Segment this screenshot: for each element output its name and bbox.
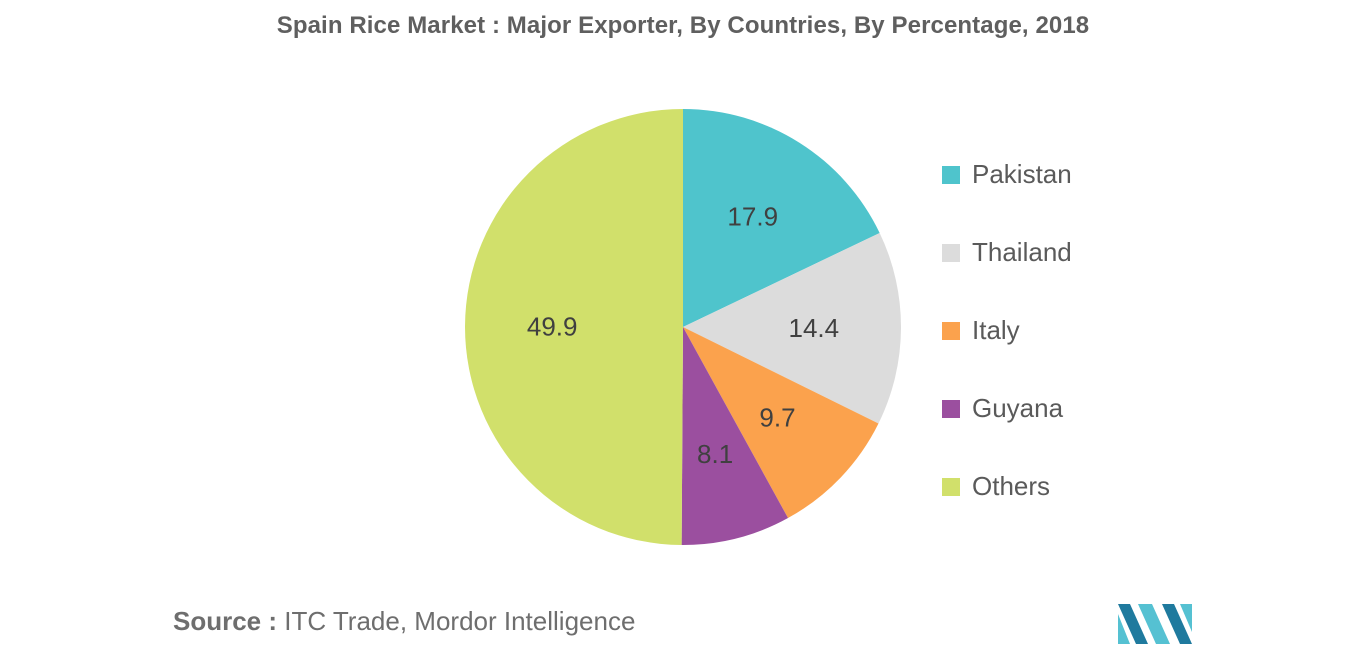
legend-label-pakistan: Pakistan bbox=[972, 159, 1072, 189]
pie-slice-guyana bbox=[681, 327, 789, 545]
pie-data-labels: 17.9 14.4 9.7 8.1 49.9 bbox=[527, 201, 839, 468]
logo-shape-left bbox=[1118, 604, 1148, 644]
legend-item-pakistan: Pakistan bbox=[942, 155, 1072, 194]
legend-item-italy: Italy bbox=[942, 311, 1072, 350]
legend: Pakistan Thailand Italy Guyana Others bbox=[942, 155, 1072, 506]
data-label-pakistan: 17.9 bbox=[727, 201, 778, 231]
data-label-thailand: 14.4 bbox=[788, 313, 839, 343]
source-text: ITC Trade, Mordor Intelligence bbox=[277, 606, 636, 636]
legend-item-thailand: Thailand bbox=[942, 233, 1072, 272]
pie-slice-thailand bbox=[683, 232, 902, 424]
source-note: Source : ITC Trade, Mordor Intelligence bbox=[173, 606, 635, 637]
mordor-intelligence-logo bbox=[1118, 604, 1192, 644]
pie-slice-pakistan bbox=[683, 109, 880, 327]
data-label-italy: 9.7 bbox=[759, 402, 795, 432]
pie-slice-others bbox=[465, 109, 683, 545]
legend-label-guyana: Guyana bbox=[972, 393, 1064, 423]
legend-label-italy: Italy bbox=[972, 315, 1020, 345]
legend-swatch-guyana bbox=[942, 399, 960, 418]
legend-label-others: Others bbox=[972, 471, 1051, 501]
data-label-others: 49.9 bbox=[527, 312, 578, 342]
logo-shape-left-accent bbox=[1118, 614, 1130, 644]
legend-label-thailand: Thailand bbox=[972, 237, 1072, 267]
legend-swatch-thailand bbox=[942, 243, 960, 262]
logo-shape-right-accent bbox=[1180, 604, 1192, 632]
legend-swatch-others bbox=[942, 477, 960, 496]
legend-item-others: Others bbox=[942, 467, 1072, 506]
logo-shape-right bbox=[1162, 604, 1192, 644]
legend-swatch-italy bbox=[942, 321, 960, 340]
logo-shape-mid bbox=[1138, 604, 1170, 644]
chart-title: Spain Rice Market : Major Exporter, By C… bbox=[276, 12, 1090, 39]
pie-slices bbox=[465, 109, 902, 545]
legend-item-guyana: Guyana bbox=[942, 389, 1072, 428]
legend-swatch-pakistan bbox=[942, 165, 960, 184]
source-key: Source : bbox=[173, 606, 278, 636]
pie-slice-italy bbox=[683, 327, 879, 519]
data-label-guyana: 8.1 bbox=[697, 439, 733, 469]
